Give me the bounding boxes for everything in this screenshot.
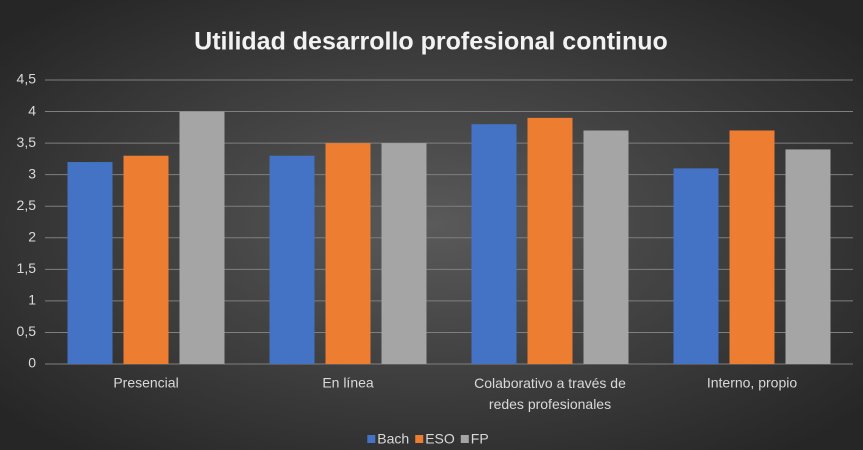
bar (269, 155, 315, 364)
chart-title: Utilidad desarrollo profesional continuo (194, 28, 668, 56)
y-tick-label: 3 (28, 165, 36, 181)
bar (785, 149, 831, 364)
bar (673, 168, 719, 364)
x-tick-label: Colaborativo a través de redes profesiona… (474, 375, 626, 412)
bar (123, 155, 169, 364)
y-tick-label: 0,5 (17, 323, 37, 339)
legend-label: Bach (377, 431, 409, 447)
x-tick-label: En línea (322, 375, 374, 391)
legend-swatch (415, 435, 424, 443)
bar (67, 162, 113, 364)
x-tick-label: Interno, propio (707, 375, 797, 391)
y-tick-label: 3,5 (17, 134, 37, 150)
y-tick-label: 1,5 (17, 260, 37, 276)
y-tick-label: 2 (28, 228, 36, 244)
y-tick-label: 0 (28, 355, 36, 371)
legend-label: ESO (425, 431, 455, 447)
bar (325, 143, 371, 364)
y-tick-label: 2,5 (17, 197, 37, 213)
bar (179, 111, 225, 364)
y-tick-label: 4,5 (17, 71, 37, 87)
y-tick-label: 1 (28, 292, 36, 308)
legend-swatch (367, 435, 376, 443)
bar (527, 117, 573, 364)
x-tick-label: Presencial (113, 375, 178, 391)
bar (729, 130, 775, 364)
bar (381, 143, 427, 364)
bar (471, 124, 517, 364)
y-tick-label: 4 (28, 102, 36, 118)
legend-label: FP (471, 431, 489, 447)
bar (583, 130, 629, 364)
legend-swatch (460, 435, 469, 443)
